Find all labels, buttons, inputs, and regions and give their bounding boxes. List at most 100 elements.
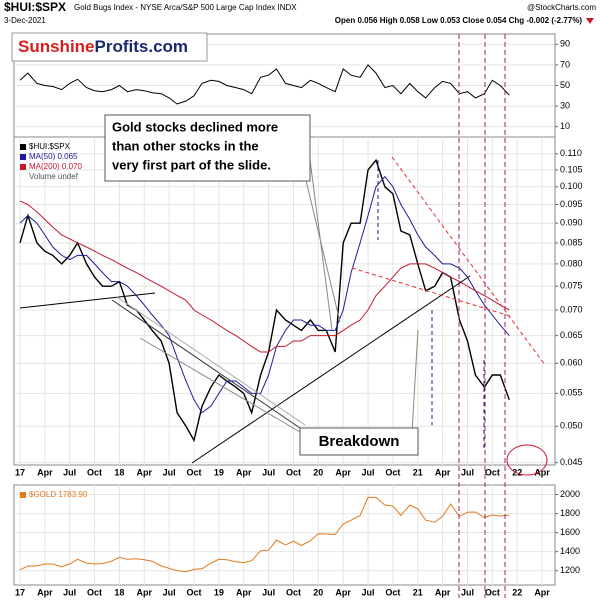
legend-label: $GOLD 1783.90 <box>29 490 88 499</box>
y-tick-label: 0.095 <box>560 199 583 209</box>
callout-arrow <box>309 159 333 331</box>
x-tick-label: Jul <box>163 587 176 597</box>
x-tick-label: Apr <box>335 467 351 477</box>
x-tick-label: Oct <box>485 587 500 597</box>
logo: SunshineProfits.com <box>18 37 188 56</box>
x-tick-label: 22 <box>512 467 522 477</box>
y-tick-label: 0.080 <box>560 258 583 268</box>
series-line <box>19 64 510 105</box>
x-tick-label: Jul <box>63 587 76 597</box>
x-tick-label: Jul <box>461 587 474 597</box>
chart-title: $HUI:$SPX <box>4 0 66 14</box>
x-tick-label: Jul <box>163 467 176 477</box>
y-tick-label: 1800 <box>560 508 580 518</box>
legend-label: MA(200) 0.070 <box>29 162 82 171</box>
legend-swatch <box>20 144 26 150</box>
series-line <box>19 175 510 414</box>
trendline <box>351 267 511 317</box>
x-tick-label: Oct <box>286 587 301 597</box>
x-tick-label: Oct <box>385 587 400 597</box>
x-tick-label: 20 <box>313 587 323 597</box>
x-tick-label: Oct <box>485 467 500 477</box>
y-tick-label: 0.070 <box>560 304 583 314</box>
trendline <box>19 292 156 309</box>
plot-area: 1030507090RSI(14) 40.5917AprJulOct18AprJ… <box>13 33 583 597</box>
overlays: Gold stocks declined more than other sto… <box>11 32 548 598</box>
y-tick-label: 30 <box>560 100 570 110</box>
y-tick-label: 1400 <box>560 546 580 556</box>
x-tick-label: Jul <box>362 587 375 597</box>
highlight-circle <box>506 444 548 476</box>
x-tick-label: Jul <box>362 467 375 477</box>
annotation-box <box>104 114 311 182</box>
legend-note: Volume undef <box>29 172 79 181</box>
date: 3-Dec-2021 <box>4 16 46 25</box>
x-tick-label: Jul <box>262 587 275 597</box>
annotation-box <box>299 427 419 456</box>
panel-frame <box>13 484 556 586</box>
legend-swatch <box>20 492 26 498</box>
y-tick-label: 0.050 <box>560 421 583 431</box>
x-tick-label: Apr <box>534 467 550 477</box>
x-tick-label: Apr <box>236 587 252 597</box>
x-tick-label: Apr <box>534 587 550 597</box>
x-tick-label: Apr <box>435 587 451 597</box>
x-tick-label: Apr <box>137 467 153 477</box>
x-tick-label: Apr <box>236 467 252 477</box>
source: @StockCharts.com <box>527 3 596 12</box>
callout-arrow <box>139 337 301 433</box>
y-tick-label: 0.060 <box>560 358 583 368</box>
y-tick-label: 90 <box>560 39 570 49</box>
x-tick-label: Apr <box>37 467 53 477</box>
trendline <box>391 156 546 366</box>
y-tick-label: 0.055 <box>560 388 583 398</box>
y-tick-label: 0.045 <box>560 457 583 467</box>
trendline <box>191 275 471 464</box>
down-arrow <box>586 18 594 24</box>
y-tick-label: 0.100 <box>560 181 583 191</box>
x-tick-label: Oct <box>186 467 201 477</box>
panel-frame <box>13 136 556 466</box>
x-tick-label: Apr <box>435 467 451 477</box>
y-tick-label: 2000 <box>560 489 580 499</box>
x-tick-label: Oct <box>87 467 102 477</box>
annotation: very first part of the slide. <box>112 157 271 172</box>
trendline <box>111 299 301 429</box>
x-tick-label: Oct <box>87 587 102 597</box>
x-tick-label: Apr <box>37 587 53 597</box>
y-tick-label: 50 <box>560 80 570 90</box>
x-tick-label: 20 <box>313 467 323 477</box>
x-tick-label: 21 <box>413 467 423 477</box>
y-tick-label: 0.075 <box>560 281 583 291</box>
y-tick-label: 70 <box>560 59 570 69</box>
series-line <box>19 496 510 573</box>
trendline <box>116 296 306 426</box>
chart-subtitle: Gold Bugs Index - NYSE Arca/S&P 500 Larg… <box>74 3 297 12</box>
annotation: Breakdown <box>319 433 400 450</box>
y-tick-label: 10 <box>560 121 570 131</box>
x-tick-label: Jul <box>262 467 275 477</box>
y-tick-label: 1200 <box>560 565 580 575</box>
legend-label: $HUI:$SPX <box>29 142 71 151</box>
x-tick-label: Oct <box>286 467 301 477</box>
x-tick-label: 19 <box>214 587 224 597</box>
x-tick-label: 18 <box>114 587 124 597</box>
series-line <box>19 158 510 443</box>
x-tick-label: Oct <box>385 467 400 477</box>
y-tick-label: 0.105 <box>560 164 583 174</box>
x-tick-label: Jul <box>63 467 76 477</box>
y-tick-label: 0.110 <box>560 148 582 158</box>
y-tick-label: 0.085 <box>560 237 583 247</box>
x-tick-label: 17 <box>15 587 25 597</box>
annotation: than other stocks in the <box>112 138 259 153</box>
y-tick-label: 0.065 <box>560 330 583 340</box>
x-tick-label: 17 <box>15 467 25 477</box>
x-tick-label: Jul <box>461 467 474 477</box>
x-tick-label: 18 <box>114 467 124 477</box>
annotation: Gold stocks declined more <box>112 119 278 134</box>
x-tick-label: 22 <box>512 587 522 597</box>
series-line <box>19 200 510 353</box>
logo-box <box>11 32 208 62</box>
x-tick-label: Apr <box>137 587 153 597</box>
